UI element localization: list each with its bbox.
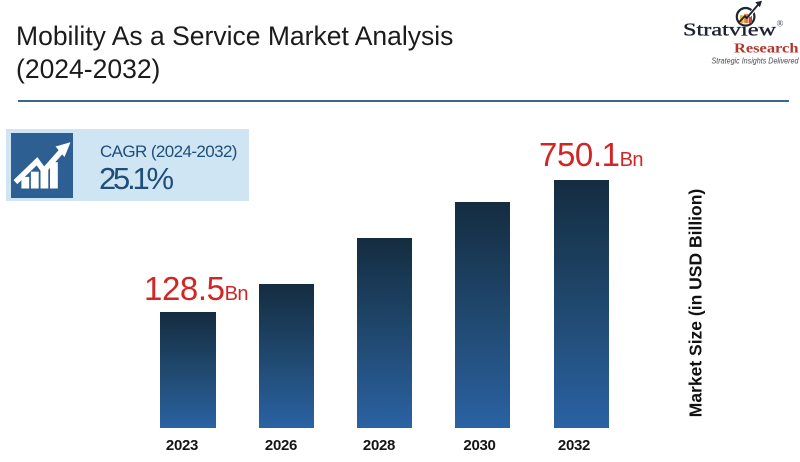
- svg-text:Strategic Insights Delivered: Strategic Insights Delivered: [712, 56, 799, 65]
- svg-text:Research: Research: [734, 40, 799, 55]
- svg-text:Stratview: Stratview: [683, 20, 776, 40]
- svg-text:®: ®: [777, 19, 784, 29]
